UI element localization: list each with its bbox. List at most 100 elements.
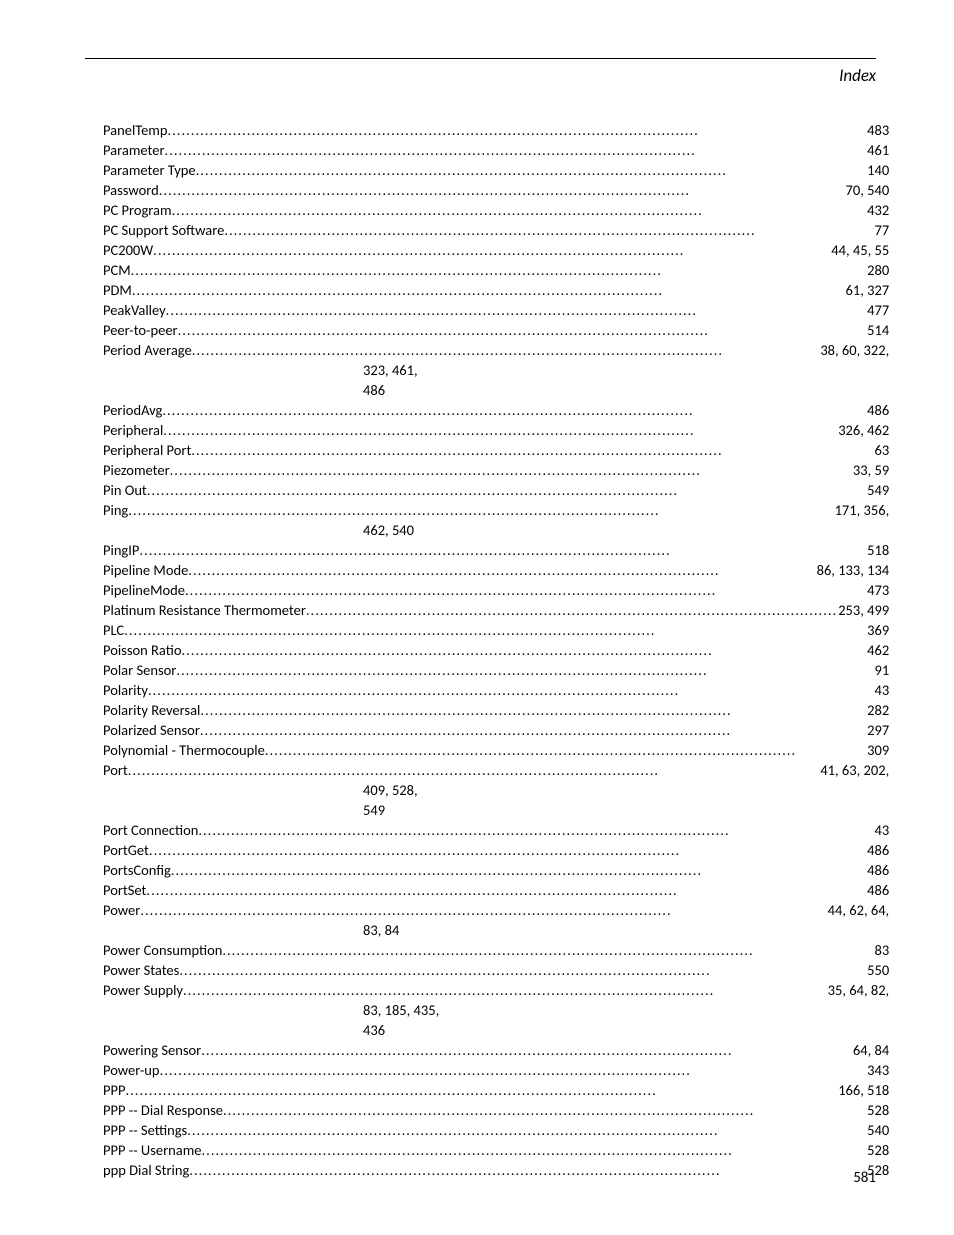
index-entry: Processing -- Output131, 477 <box>937 560 954 580</box>
index-term: PeakValley <box>103 300 166 320</box>
index-entry: Preserve Data110, 343 <box>937 300 954 320</box>
index-entry: Precision33, 462, 471 <box>937 260 954 280</box>
index-entry: Program Errors424, 426, <box>937 740 954 760</box>
index-pages: 528 <box>866 1140 889 1160</box>
index-term: PPP -- Dial Response <box>103 1100 223 1120</box>
dot-leader <box>223 1100 866 1120</box>
index-entry: Power States550 <box>85 960 889 980</box>
index-pages: 253, 499 <box>837 600 889 620</box>
index-entry: ppp Interface528 <box>937 140 954 160</box>
dot-leader <box>162 400 866 420</box>
index-pages: 61, 327 <box>845 280 890 300</box>
index-term: PortsConfig <box>103 860 171 880</box>
index-pages-continuation: 409, 528, <box>85 780 889 800</box>
index-pages: 43 <box>873 820 889 840</box>
index-term: PanelTemp <box>103 120 167 140</box>
index-term: Power <box>103 900 140 920</box>
index-pages-continuation: 323, 461, <box>85 360 889 380</box>
dot-leader <box>222 940 873 960</box>
index-pages: 35, 64, 82, <box>827 980 890 1000</box>
dot-leader <box>159 180 845 200</box>
index-pages-continuation: 121, 123, <box>937 840 954 860</box>
index-entry: Polarity43 <box>85 680 889 700</box>
index-entry: Primer33 <box>937 380 954 400</box>
index-term: Polynomial - Thermocouple <box>103 740 265 760</box>
index-term: Power Supply <box>103 980 183 1000</box>
index-term: PC Support Software <box>103 220 224 240</box>
index-pages: 432 <box>866 200 889 220</box>
index-entry: PLC369 <box>85 620 889 640</box>
index-pages: 486 <box>866 880 889 900</box>
index-entry: PPP -- Username 528 <box>85 1140 889 1160</box>
index-pages-continuation: 528 <box>937 760 954 780</box>
index-pages-continuation: 144, 145, <box>937 920 954 940</box>
index-entry: Probe33, 59 <box>937 480 954 500</box>
dot-leader <box>196 160 867 180</box>
index-entry: PortSet 486 <box>85 880 889 900</box>
index-pages: 486 <box>866 860 889 880</box>
index-column-left: PanelTemp483Parameter461Parameter Type14… <box>85 120 889 1180</box>
dot-leader <box>183 980 827 1000</box>
index-term: Pin Out <box>103 480 147 500</box>
index-pages: 409, 528, <box>363 781 418 799</box>
index-pages: 473 <box>866 580 889 600</box>
index-term: PCM <box>103 260 131 280</box>
index-pages: 486 <box>866 840 889 860</box>
index-term: PDM <box>103 280 132 300</box>
index-pages: 483 <box>866 120 889 140</box>
index-entry: Processing - Wind Vector188 <box>937 600 954 620</box>
index-term: ppp Dial String <box>103 1160 189 1180</box>
index-pages: 77 <box>873 220 889 240</box>
index-entry: ppp Password528 <box>937 200 954 220</box>
index-pages-continuation: 225, 226, <box>937 1060 954 1080</box>
dot-leader <box>146 880 866 900</box>
dot-leader <box>265 740 866 760</box>
index-pages: 323, 461, <box>363 361 418 379</box>
index-term: PortGet <box>103 840 149 860</box>
dot-leader <box>200 700 866 720</box>
dot-leader <box>201 1040 852 1060</box>
index-term: PPP -- Username <box>103 1140 202 1160</box>
index-entry: PPPOpen518 <box>937 240 954 260</box>
index-entry: Print Device462 <box>937 400 954 420</box>
index-pages-continuation: 140, 141, <box>937 880 954 900</box>
index-entry: Program Example105, 106, <box>937 780 954 800</box>
index-term: Polarized Sensor <box>103 720 200 740</box>
index-term: Port <box>103 760 128 780</box>
index-entry: Polynomial - Thermocouple 309 <box>85 740 889 760</box>
dot-leader <box>200 720 866 740</box>
index-entry: PC200W44, 45, 55 <box>85 240 889 260</box>
index-pages: 486 <box>866 400 889 420</box>
dot-leader <box>132 280 845 300</box>
index-entry: PDM 61, 327 <box>85 280 889 300</box>
index-pages: 461 <box>866 140 889 160</box>
index-pages: 63 <box>873 440 889 460</box>
dot-leader <box>140 900 826 920</box>
index-term: Polar Sensor <box>103 660 176 680</box>
index-entry: Program Control Instructions462 <box>937 700 954 720</box>
index-pages: 43 <box>873 680 889 700</box>
index-entry: PortsConfig 486 <box>85 860 889 880</box>
index-pages-continuation: 146, 147, <box>937 940 954 960</box>
index-pages-continuation: 462, 540 <box>85 520 889 540</box>
index-entry: PingIP518 <box>85 540 889 560</box>
index-term: Peripheral <box>103 420 163 440</box>
index-entry: Processing - Integrated499 <box>937 540 954 560</box>
dot-leader <box>170 460 852 480</box>
index-term: Port Connection <box>103 820 198 840</box>
index-entry: Program - Overrun423, 528 <box>937 680 954 700</box>
dot-leader <box>224 220 873 240</box>
index-entry: Processing Instructions462 <box>937 620 954 640</box>
index-pages-continuation: 156, 160, <box>937 980 954 1000</box>
index-entry: PCM280 <box>85 260 889 280</box>
index-term: Ping <box>103 500 128 520</box>
index-pages: 309 <box>866 740 889 760</box>
index-pages: 549 <box>866 480 889 500</box>
index-pages: 171, 356, <box>834 500 890 520</box>
index-entry: Power Supply 35, 64, 82, <box>85 980 889 1000</box>
index-term: PortSet <box>103 880 146 900</box>
index-pages-continuation: 366, 371, <box>937 1140 954 1160</box>
index-entry: Platinum Resistance Thermometer253, 499 <box>85 600 889 620</box>
index-pages: 83 <box>873 940 889 960</box>
index-pages: 514 <box>866 320 889 340</box>
